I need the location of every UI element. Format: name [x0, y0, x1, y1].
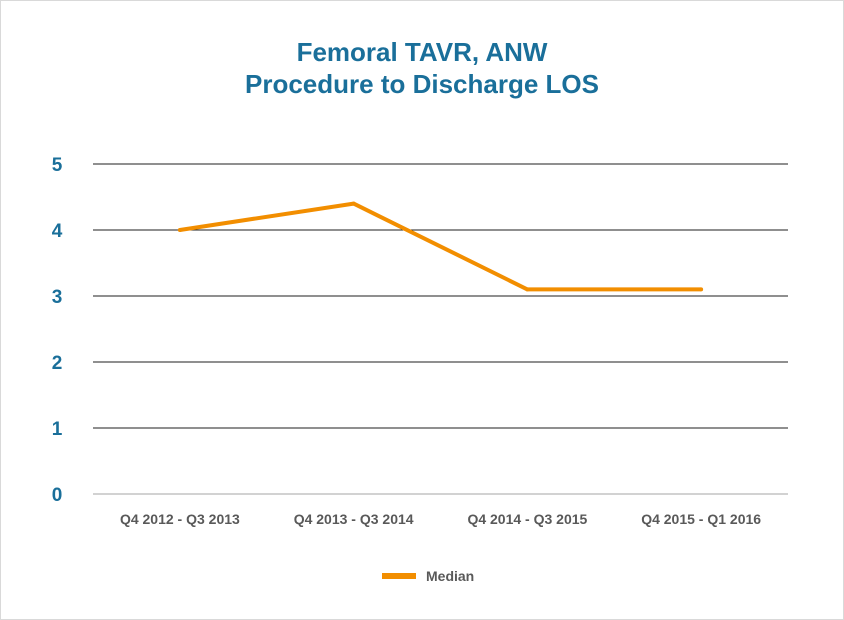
legend-label: Median — [426, 568, 474, 584]
data-point — [351, 201, 356, 206]
y-tick-label: 2 — [52, 353, 63, 374]
chart-subtitle: Procedure to Discharge LOS — [245, 69, 599, 99]
y-tick-label: 4 — [52, 221, 63, 242]
y-tick-label: 3 — [52, 287, 63, 308]
series-line-median — [179, 201, 702, 292]
x-tick-label: Q4 2014 - Q3 2015 — [467, 511, 587, 527]
data-point — [177, 228, 182, 232]
x-tick-label: Q4 2012 - Q3 2013 — [120, 511, 240, 527]
y-tick-label: 1 — [52, 419, 63, 440]
data-point — [699, 287, 704, 292]
y-tick-label: 0 — [52, 485, 63, 506]
y-tick-label: 5 — [52, 155, 63, 176]
chart-title: Femoral TAVR, ANW — [296, 37, 548, 67]
chart-title-block: Femoral TAVR, ANW Procedure to Discharge… — [0, 36, 844, 100]
x-tick-label: Q4 2015 - Q1 2016 — [641, 511, 761, 527]
data-point — [525, 287, 530, 292]
x-tick-label: Q4 2013 - Q3 2014 — [294, 511, 414, 527]
